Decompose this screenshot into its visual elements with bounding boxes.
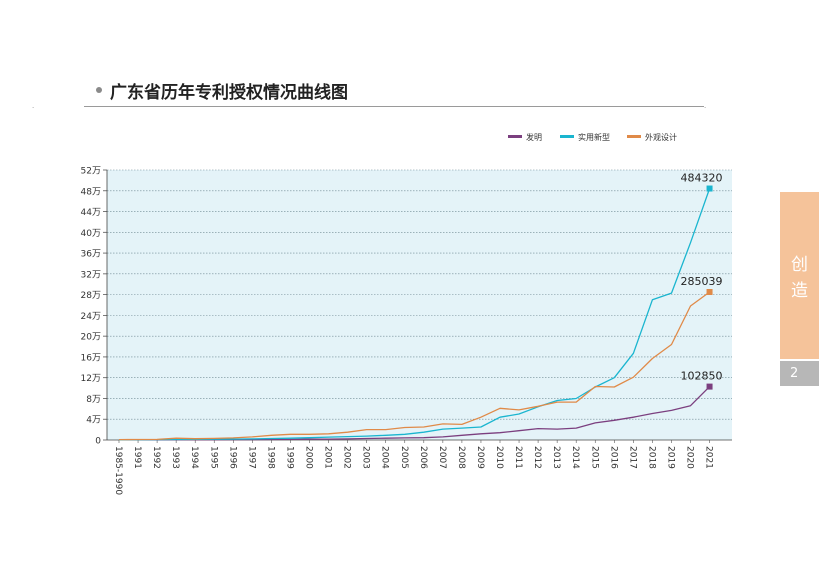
x-tick-label: 1997: [246, 446, 256, 469]
x-tick-label: 2006: [418, 446, 428, 469]
x-tick-label: 2007: [437, 446, 447, 469]
section-tab-char-2: 造: [791, 281, 808, 301]
y-tick-label: 16万: [81, 353, 101, 363]
y-tick-label: 20万: [81, 333, 101, 343]
y-tick-label: 0: [95, 437, 101, 447]
x-tick-label: 1994: [189, 446, 199, 469]
x-tick-label: 2003: [361, 446, 371, 469]
x-tick-label: 2008: [456, 446, 466, 469]
x-tick-label: 1985-1990: [113, 446, 123, 495]
x-tick-label: 2010: [494, 446, 504, 469]
x-tick-label: 2015: [589, 446, 599, 469]
title-bullet-icon: [96, 87, 102, 93]
x-tick-label: 1992: [151, 446, 161, 469]
x-tick-label: 2005: [399, 446, 409, 469]
x-tick-label: 1991: [132, 446, 142, 469]
x-tick-label: 2017: [627, 446, 637, 469]
y-tick-label: 36万: [81, 250, 101, 260]
crop-mark-left: ·: [32, 104, 35, 112]
y-tick-label: 52万: [81, 167, 101, 177]
y-tick-label: 12万: [81, 374, 101, 384]
x-tick-label: 2004: [380, 446, 390, 469]
x-tick-label: 2019: [665, 446, 675, 469]
legend-label-1: 发明: [526, 132, 542, 142]
series-end-marker-3: [706, 288, 713, 295]
x-tick-label: 2000: [304, 446, 314, 469]
y-tick-label: 40万: [81, 229, 101, 239]
x-tick-label: 2021: [704, 446, 714, 469]
x-tick-label: 2020: [685, 446, 695, 469]
x-tick-label: 1998: [265, 446, 275, 469]
section-tab-char-1: 创: [791, 255, 808, 275]
y-tick-label: 8万: [86, 395, 101, 405]
x-tick-label: 2014: [570, 446, 580, 469]
legend-swatch-1: [508, 135, 522, 138]
page-title: 广东省历年专利授权情况曲线图: [110, 83, 348, 103]
x-tick-label: 2001: [323, 446, 333, 469]
data-label-3: 285039: [681, 275, 723, 288]
x-tick-label: 2011: [513, 446, 523, 469]
title-divider: [84, 106, 704, 107]
y-tick-label: 28万: [81, 291, 101, 301]
x-tick-label: 2013: [551, 446, 561, 469]
y-tick-label: 48万: [81, 187, 101, 197]
data-label-2: 484320: [681, 172, 723, 185]
y-tick-label: 44万: [81, 208, 101, 218]
legend-swatch-3: [627, 135, 641, 138]
x-tick-label: 2009: [475, 446, 485, 469]
series-line-3: [118, 291, 710, 441]
plot-area: [107, 170, 732, 440]
x-tick-label: 2018: [646, 446, 656, 469]
x-tick-label: 1999: [284, 446, 294, 469]
page-number: 2: [780, 361, 819, 386]
x-tick-label: 1996: [227, 446, 237, 469]
crop-mark-right: ·: [704, 104, 707, 112]
legend-label-3: 外观设计: [645, 132, 677, 142]
legend-label-2: 实用新型: [578, 132, 610, 142]
y-tick-label: 32万: [81, 270, 101, 280]
data-label-1: 102850: [681, 370, 723, 383]
x-tick-label: 2012: [532, 446, 542, 469]
section-tab: 创 造: [780, 192, 819, 359]
series-end-marker-1: [706, 383, 713, 390]
y-tick-label: 24万: [81, 312, 101, 322]
x-tick-label: 1993: [170, 446, 180, 469]
legend-swatch-2: [560, 135, 574, 138]
y-tick-label: 4万: [86, 416, 101, 426]
x-tick-label: 2016: [608, 446, 618, 469]
series-end-marker-2: [706, 185, 713, 192]
series-line-2: [118, 188, 711, 441]
x-tick-label: 2002: [342, 446, 352, 469]
x-tick-label: 1995: [208, 446, 218, 469]
